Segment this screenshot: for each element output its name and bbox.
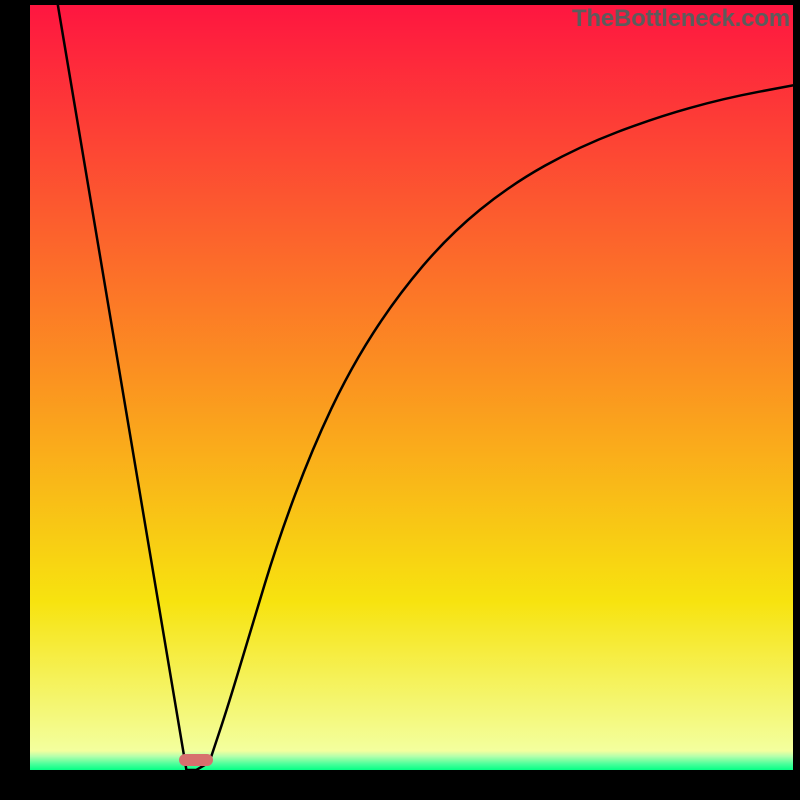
minimum-marker [179, 754, 213, 766]
curve-path [58, 5, 793, 770]
watermark-text: TheBottleneck.com [572, 5, 790, 33]
curve-svg [30, 5, 793, 770]
outer-frame: TheBottleneck.com [0, 0, 800, 800]
